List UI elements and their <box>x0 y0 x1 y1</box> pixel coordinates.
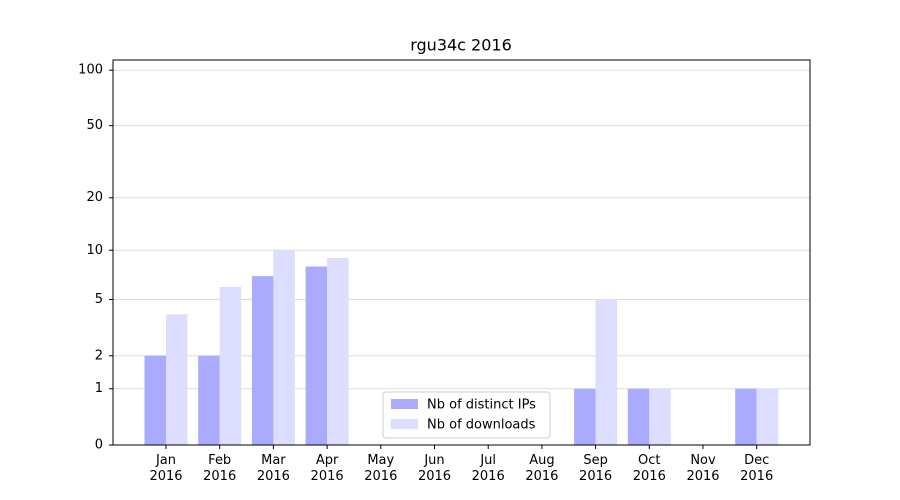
legend-box <box>382 391 551 439</box>
x-tick-label: Nov 2016 <box>686 453 720 484</box>
bar <box>305 266 328 445</box>
y-tick-label: 10 <box>86 243 103 258</box>
bar <box>756 388 779 445</box>
x-tick-label: Mar 2016 <box>256 453 290 484</box>
x-tick-label: Jun 2016 <box>417 453 452 484</box>
x-tick-label: Sep 2016 <box>579 453 613 484</box>
y-tick-label: 20 <box>86 190 103 205</box>
bar <box>574 388 596 445</box>
x-tick-label: May 2016 <box>364 453 398 484</box>
y-tick-label: 5 <box>95 292 103 307</box>
bar <box>649 388 671 445</box>
bar <box>219 286 242 445</box>
bar <box>144 355 166 445</box>
legend-label: Nb of downloads <box>427 418 536 433</box>
legend-swatch <box>391 399 418 409</box>
x-tick-label: Oct 2016 <box>632 453 666 484</box>
bar <box>735 388 757 445</box>
y-tick-label: 100 <box>78 63 103 78</box>
y-tick-label: 1 <box>95 381 103 396</box>
bar <box>251 276 274 445</box>
y-tick-label: 0 <box>95 438 103 453</box>
y-tick-label: 50 <box>86 118 103 133</box>
x-tick-label: Apr 2016 <box>310 453 344 484</box>
y-tick-label: 2 <box>95 348 103 363</box>
x-tick-label: Aug 2016 <box>525 453 559 484</box>
bar <box>273 250 295 445</box>
x-tick-label: Feb 2016 <box>203 453 237 484</box>
x-tick-label: Jan 2016 <box>149 453 183 484</box>
bar <box>327 257 349 445</box>
x-tick-label: Jul 2016 <box>471 453 505 484</box>
plot-frame <box>112 59 811 446</box>
bar <box>166 314 188 445</box>
legend-swatch <box>391 419 418 429</box>
legend: Nb of distinct IPs Nb of downloads <box>382 391 551 439</box>
bar <box>595 299 618 445</box>
x-tick-label: Dec 2016 <box>740 453 774 484</box>
legend-label: Nb of distinct IPs <box>427 398 536 413</box>
chart-title: rgu34c 2016 <box>410 36 512 55</box>
bar <box>627 388 650 445</box>
bar <box>198 355 220 445</box>
